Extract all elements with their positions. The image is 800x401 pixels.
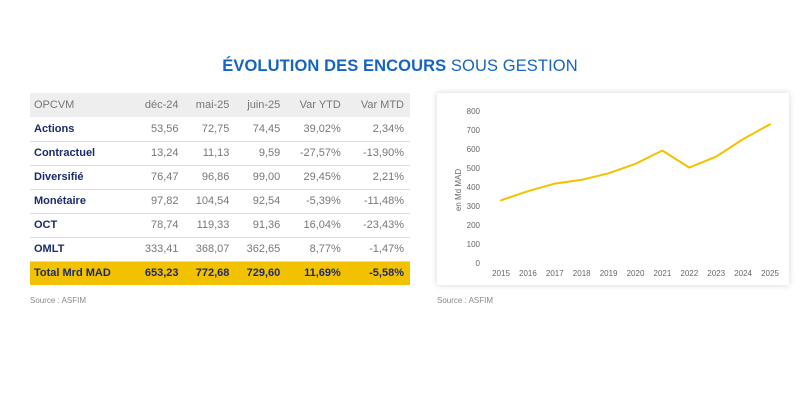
x-tick-label: 2019 (600, 269, 618, 278)
encours-table: OPCVM déc-24 mai-25 juin-25 Var YTD Var … (30, 93, 410, 285)
table-row: Monétaire 97,82 104,54 92,54 -5,39% -11,… (30, 189, 410, 214)
table-row: OCT 78,74 119,33 91,36 16,04% -23,43% (30, 213, 410, 238)
table-source: Source : ASFIM (30, 296, 87, 305)
x-tick-label: 2024 (734, 269, 752, 278)
table-row: Actions 53,56 72,75 74,45 39,02% 2,34% (30, 117, 410, 142)
table-cell: 9,59 (235, 141, 287, 166)
table-cell: 99,00 (235, 165, 287, 190)
table-cell: 13,24 (133, 141, 185, 166)
table-cell: 104,54 (184, 189, 236, 214)
x-tick-label: 2015 (492, 269, 510, 278)
table-cell: 74,45 (235, 117, 287, 142)
table-row: OMLT 333,41 368,07 362,65 8,77% -1,47% (30, 237, 410, 262)
series-line (500, 123, 771, 202)
y-tick-label: 600 (467, 145, 481, 154)
table-cell: 92,54 (235, 189, 287, 214)
chart-source: Source : ASFIM (437, 296, 494, 305)
y-tick-label: 100 (467, 240, 481, 249)
title-bold: ÉVOLUTION DES ENCOURS (222, 57, 447, 75)
x-tick-label: 2018 (573, 269, 591, 278)
y-tick-label: 200 (467, 221, 481, 230)
total-cell: 11,69% (286, 261, 347, 285)
table-cell: -23,43% (346, 213, 410, 238)
table-cell: 2,34% (346, 117, 410, 142)
header-dec24: déc-24 (133, 93, 185, 117)
row-label: OMLT (30, 237, 134, 262)
table-cell: 362,65 (235, 237, 287, 262)
total-cell: 729,60 (235, 261, 287, 285)
table-cell: 97,82 (133, 189, 185, 214)
x-tick-label: 2023 (707, 269, 725, 278)
table-header-row: OPCVM déc-24 mai-25 juin-25 Var YTD Var … (30, 93, 410, 117)
header-var-mtd: Var MTD (346, 93, 410, 117)
table-row: Diversifié 76,47 96,86 99,00 29,45% 2,21… (30, 165, 410, 190)
total-cell: 772,68 (184, 261, 236, 285)
x-tick-label: 2022 (680, 269, 698, 278)
table-cell: -11,48% (346, 189, 410, 214)
table-cell: 39,02% (286, 117, 347, 142)
line-chart-card: 0 100 200 300 400 500 600 700 800 2015 2016 2017 201… (437, 93, 789, 285)
table-cell: 333,41 (133, 237, 185, 262)
table-cell: 368,07 (184, 237, 236, 262)
header-juin25: juin-25 (235, 93, 287, 117)
table-cell: 91,36 (235, 213, 287, 238)
table-cell: 2,21% (346, 165, 410, 190)
y-tick-label: 800 (467, 107, 481, 116)
table-cell: 8,77% (286, 237, 347, 262)
table-cell: -27,57% (286, 141, 347, 166)
table-cell: 76,47 (133, 165, 185, 190)
table-cell: 16,04% (286, 213, 347, 238)
table-row: Contractuel 13,24 11,13 9,59 -27,57% -13… (30, 141, 410, 166)
x-tick-label: 2025 (761, 269, 779, 278)
table-cell: 11,13 (184, 141, 236, 166)
table-cell: 72,75 (184, 117, 236, 142)
x-tick-label: 2020 (627, 269, 645, 278)
x-tick-label: 2016 (519, 269, 537, 278)
y-tick-label: 300 (467, 202, 481, 211)
row-label: Diversifié (30, 165, 134, 190)
encours-table-container: OPCVM déc-24 mai-25 juin-25 Var YTD Var … (30, 93, 410, 285)
table-cell: -5,39% (286, 189, 347, 214)
y-tick-label: 700 (467, 126, 481, 135)
total-cell: 653,23 (133, 261, 185, 285)
total-label: Total Mrd MAD (30, 261, 134, 285)
y-tick-label: 0 (476, 259, 481, 268)
x-tick-label: 2017 (546, 269, 564, 278)
y-tick-label: 500 (467, 164, 481, 173)
row-label: OCT (30, 213, 134, 238)
table-cell: 53,56 (133, 117, 185, 142)
y-axis-label: en Md MAD (454, 169, 463, 211)
table-cell: 78,74 (133, 213, 185, 238)
line-chart: 0 100 200 300 400 500 600 700 800 2015 2016 2017 201… (454, 107, 779, 278)
table-cell: 119,33 (184, 213, 236, 238)
table-cell: 29,45% (286, 165, 347, 190)
table-cell: 96,86 (184, 165, 236, 190)
row-label: Monétaire (30, 189, 134, 214)
total-cell: -5,58% (346, 261, 410, 285)
x-tick-label: 2021 (654, 269, 672, 278)
y-tick-label: 400 (467, 183, 481, 192)
page-title: ÉVOLUTION DES ENCOURS SOUS GESTION (0, 57, 800, 76)
table-cell: -1,47% (346, 237, 410, 262)
header-mai25: mai-25 (184, 93, 236, 117)
header-var-ytd: Var YTD (286, 93, 347, 117)
row-label: Contractuel (30, 141, 134, 166)
table-cell: -13,90% (346, 141, 410, 166)
title-normal: SOUS GESTION (450, 57, 578, 75)
total-row: Total Mrd MAD 653,23 772,68 729,60 11,69… (30, 261, 410, 285)
header-opcvm: OPCVM (30, 93, 134, 117)
row-label: Actions (30, 117, 134, 142)
